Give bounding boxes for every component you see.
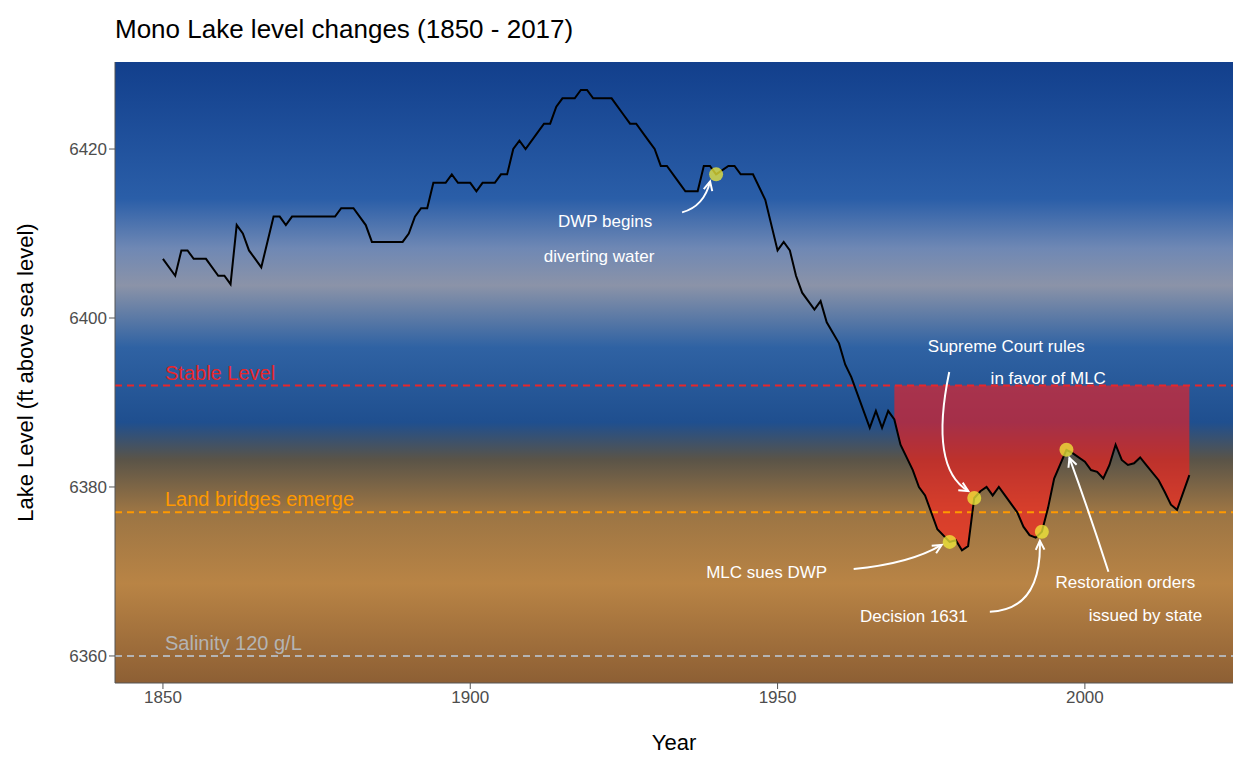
svg-text:DWP begins: DWP begins (558, 212, 652, 231)
svg-text:6420: 6420 (69, 140, 107, 159)
svg-text:Salinity 120 g/L: Salinity 120 g/L (165, 632, 302, 654)
svg-text:2000: 2000 (1066, 688, 1104, 707)
svg-text:in favor of MLC: in favor of MLC (991, 369, 1106, 388)
svg-text:issued by state: issued by state (1089, 606, 1202, 625)
svg-text:Supreme Court rules: Supreme Court rules (928, 337, 1085, 356)
svg-text:MLC sues DWP: MLC sues DWP (706, 563, 827, 582)
svg-text:6400: 6400 (69, 309, 107, 328)
html-text:Mono Lake level changes (1850: Mono Lake level changes (1850 - 2017) (115, 14, 574, 44)
svg-text:diverting water: diverting water (544, 247, 655, 266)
svg-text:Year: Year (652, 730, 696, 755)
svg-text:6360: 6360 (69, 647, 107, 666)
svg-text:Lake Level (ft above sea level: Lake Level (ft above sea level) (13, 223, 38, 521)
svg-text:Decision 1631: Decision 1631 (860, 607, 968, 626)
svg-text:Stable Level: Stable Level (165, 362, 275, 384)
svg-text:1850: 1850 (144, 688, 182, 707)
svg-text:Land bridges emerge: Land bridges emerge (165, 488, 354, 510)
svg-text:Restoration orders: Restoration orders (1056, 573, 1196, 592)
svg-text:6380: 6380 (69, 478, 107, 497)
svg-text:1950: 1950 (759, 688, 797, 707)
svg-text:1900: 1900 (451, 688, 489, 707)
